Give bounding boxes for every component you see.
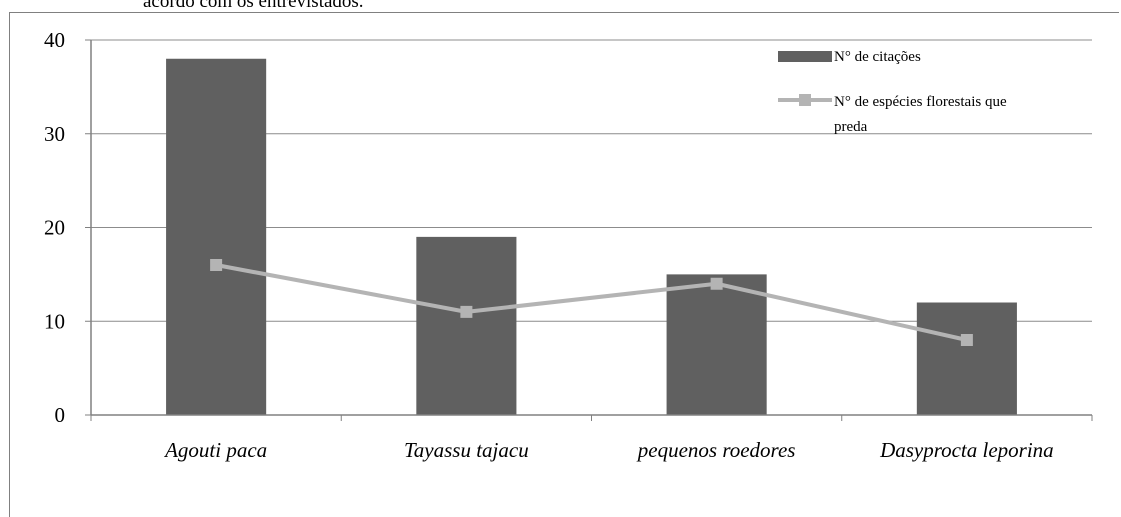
y-tick-label: 20 (44, 216, 65, 240)
line-series (210, 259, 973, 346)
chart-frame (9, 12, 1119, 517)
line-point-3 (710, 277, 723, 290)
y-tick-label: 40 (44, 28, 65, 52)
legend-swatch-bar (778, 51, 832, 62)
category-label: Agouti paca (163, 438, 267, 462)
y-tick-label: 0 (55, 403, 66, 427)
series-line (215, 263, 968, 342)
caption-fragment: acordo com os entrevistados. (143, 0, 364, 12)
bar-series (166, 58, 1017, 415)
category-label: Tayassu tajacu (404, 438, 529, 462)
bar-2 (416, 236, 517, 415)
bar-1 (166, 58, 267, 415)
line-point-1 (210, 259, 223, 271)
bar-4 (916, 302, 1017, 415)
y-tick-label: 10 (44, 309, 65, 333)
x-axis-ticks (90, 415, 1093, 421)
legend-label-line: preda (834, 119, 868, 135)
legend-swatch-marker (799, 94, 811, 106)
legend: N° de citações N° de espécies florestais … (778, 49, 1007, 135)
bar-3 (666, 274, 767, 415)
category-label: Dasyprocta leporina (879, 438, 1054, 462)
line-point-4 (960, 334, 973, 346)
line-point-2 (460, 305, 473, 318)
category-label: pequenos roedores (636, 438, 796, 462)
y-axis-tick-labels: 0 10 20 30 40 (44, 28, 91, 427)
y-tick-label: 30 (44, 122, 65, 146)
legend-label-bar: N° de citações (834, 49, 921, 65)
x-axis-category-labels: Agouti paca Tayassu tajacu pequenos roedor… (163, 438, 1054, 462)
legend-label-line: N° de espécies florestais que (834, 94, 1007, 110)
